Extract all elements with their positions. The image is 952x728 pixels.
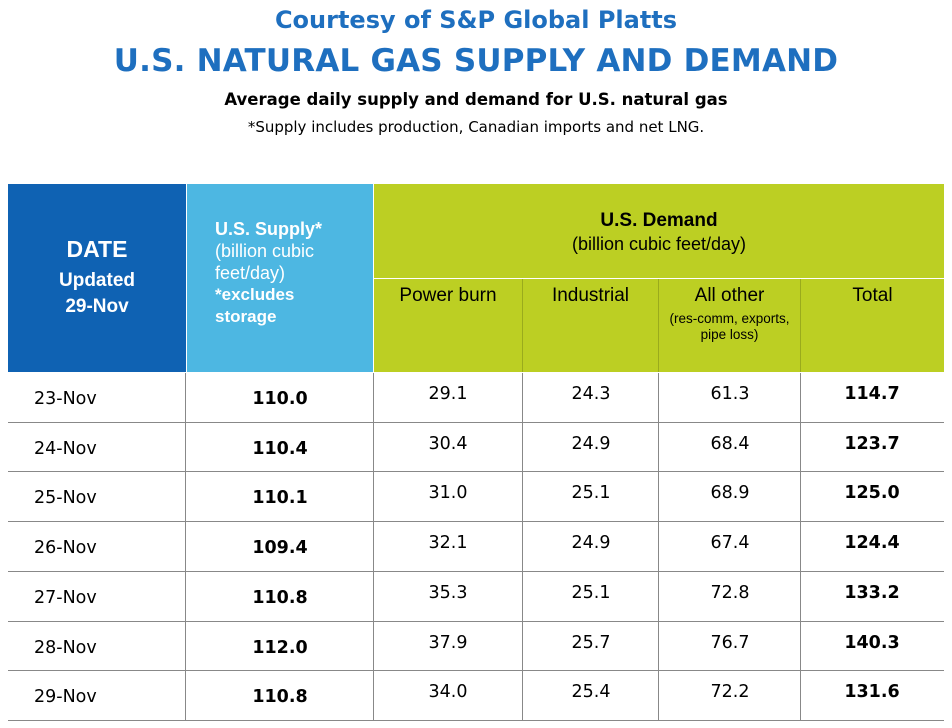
industrial-cell: 25.1 xyxy=(571,483,611,504)
power-burn-header-label: Power burn xyxy=(399,285,497,306)
courtesy-line: Courtesy of S&P Global Platts xyxy=(274,6,678,34)
supply-column-header: U.S. Supply* (billion cubic feet/day) *e… xyxy=(187,184,373,372)
table-row: 25-Nov 110.1 31.0 25.1 68.9 125.0 xyxy=(8,472,944,522)
supply-cell: 109.4 xyxy=(252,538,308,559)
column-divider xyxy=(658,373,659,721)
date-cell: 28-Nov xyxy=(34,637,97,658)
row-divider xyxy=(8,719,944,721)
power-burn-cell: 32.1 xyxy=(428,533,468,554)
all-other-cell: 68.4 xyxy=(710,433,750,454)
total-cell: 140.3 xyxy=(844,632,900,653)
supply-header-note: *excludes storage xyxy=(215,285,295,326)
total-header: Total xyxy=(801,279,944,372)
supply-header-title: U.S. Supply* xyxy=(215,219,323,239)
total-cell: 114.7 xyxy=(844,384,900,404)
total-cell: 124.4 xyxy=(844,533,900,554)
industrial-cell: 25.7 xyxy=(571,632,611,653)
all-other-header-note: (res-comm, exports, pipe loss) xyxy=(669,311,790,342)
date-cell: 25-Nov xyxy=(34,488,97,509)
date-cell: 23-Nov xyxy=(34,389,97,409)
power-burn-cell: 35.3 xyxy=(428,582,468,603)
footnote: *Supply includes production, Canadian im… xyxy=(247,118,705,136)
table-row: 23-Nov 110.0 29.1 24.3 61.3 114.7 xyxy=(8,373,944,423)
supply-cell: 110.0 xyxy=(252,389,308,409)
supply-cell: 110.1 xyxy=(252,488,308,509)
power-burn-cell: 37.9 xyxy=(428,632,468,653)
updated-date: 29-Nov xyxy=(65,296,129,317)
power-burn-cell: 31.0 xyxy=(428,483,468,504)
header-column-divider xyxy=(522,279,523,372)
all-other-header-label: All other xyxy=(694,285,765,306)
industrial-cell: 24.9 xyxy=(571,433,611,454)
page-subtitle: Average daily supply and demand for U.S.… xyxy=(224,90,728,109)
demand-header-unit: (billion cubic feet/day) xyxy=(571,234,747,254)
total-cell: 131.6 xyxy=(844,682,900,703)
all-other-cell: 67.4 xyxy=(710,533,750,554)
updated-label: Updated xyxy=(59,270,135,291)
row-divider xyxy=(8,620,944,622)
all-other-cell: 72.8 xyxy=(710,582,750,603)
date-cell: 29-Nov xyxy=(34,687,97,708)
power-burn-cell: 34.0 xyxy=(428,682,468,703)
header-column-divider xyxy=(800,279,801,372)
industrial-header: Industrial xyxy=(523,279,658,372)
supply-cell: 110.8 xyxy=(252,587,308,608)
all-other-cell: 72.2 xyxy=(710,682,750,703)
demand-group-header: U.S. Demand (billion cubic feet/day) xyxy=(374,184,944,278)
supply-cell: 110.8 xyxy=(252,687,308,708)
row-divider xyxy=(8,570,944,572)
date-cell: 24-Nov xyxy=(34,438,97,459)
row-divider xyxy=(8,670,944,672)
all-other-cell: 68.9 xyxy=(710,483,750,504)
supply-cell: 112.0 xyxy=(252,637,308,658)
total-cell: 123.7 xyxy=(844,433,900,454)
all-other-header: All other (res-comm, exports, pipe loss) xyxy=(659,279,800,372)
all-other-cell: 76.7 xyxy=(710,632,750,653)
row-divider xyxy=(8,421,944,423)
power-burn-cell: 29.1 xyxy=(428,384,468,404)
row-divider xyxy=(8,521,944,523)
industrial-cell: 25.1 xyxy=(571,582,611,603)
all-other-cell: 61.3 xyxy=(710,384,750,404)
total-header-label: Total xyxy=(852,285,893,306)
page-title: U.S. NATURAL GAS SUPPLY AND DEMAND xyxy=(113,43,839,79)
column-divider xyxy=(373,373,374,721)
column-divider xyxy=(800,373,801,721)
supply-cell: 110.4 xyxy=(252,438,308,459)
column-divider xyxy=(522,373,523,721)
industrial-cell: 25.4 xyxy=(571,682,611,703)
total-cell: 125.0 xyxy=(844,483,900,504)
power-burn-cell: 30.4 xyxy=(428,433,468,454)
date-header-label: DATE xyxy=(66,236,128,262)
date-cell: 27-Nov xyxy=(34,587,97,608)
table-row: 29-Nov 110.8 34.0 25.4 72.2 131.6 xyxy=(8,671,944,721)
total-cell: 133.2 xyxy=(844,582,900,603)
power-burn-header: Power burn xyxy=(374,279,522,372)
table-row: 27-Nov 110.8 35.3 25.1 72.8 133.2 xyxy=(8,572,944,622)
demand-header-title: U.S. Demand xyxy=(600,210,718,231)
industrial-cell: 24.3 xyxy=(571,384,611,404)
header-column-divider xyxy=(658,279,659,372)
column-divider xyxy=(185,373,186,721)
industrial-cell: 24.9 xyxy=(571,533,611,554)
table-row: 24-Nov 110.4 30.4 24.9 68.4 123.7 xyxy=(8,423,944,473)
supply-header-unit: (billion cubic feet/day) xyxy=(215,241,315,283)
table-row: 26-Nov 109.4 32.1 24.9 67.4 124.4 xyxy=(8,522,944,572)
table-row: 28-Nov 112.0 37.9 25.7 76.7 140.3 xyxy=(8,622,944,672)
date-column-header: DATE Updated 29-Nov xyxy=(8,184,186,372)
date-cell: 26-Nov xyxy=(34,538,97,559)
industrial-header-label: Industrial xyxy=(551,285,630,306)
row-divider xyxy=(8,471,944,473)
